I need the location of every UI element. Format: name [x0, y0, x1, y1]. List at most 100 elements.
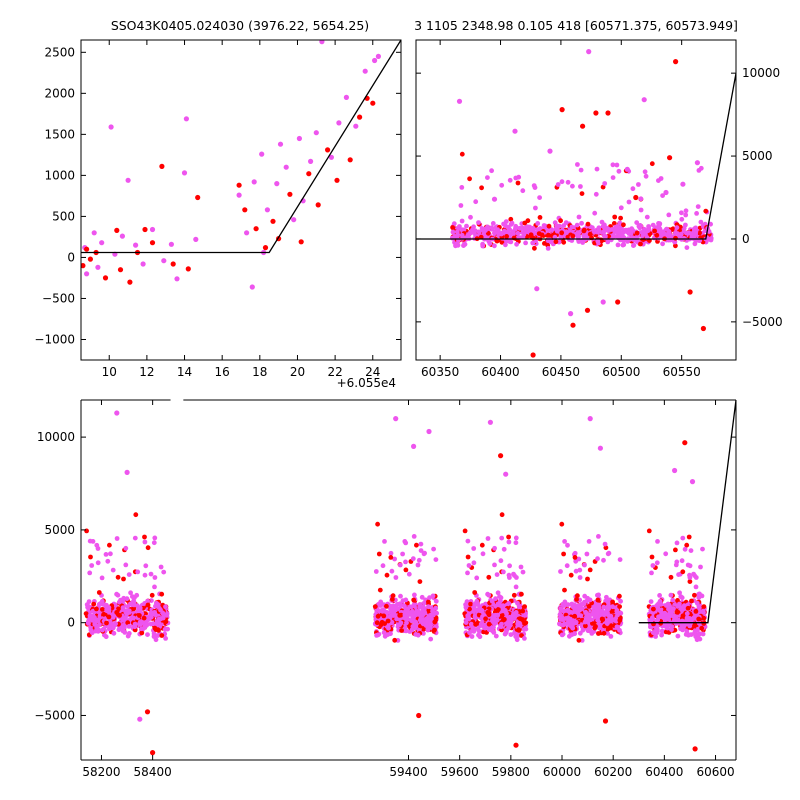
cloud-point: [510, 229, 516, 234]
cloud-point: [393, 575, 399, 580]
cloud-point: [578, 613, 584, 618]
cloud-point: [468, 214, 473, 220]
cloud-point: [86, 604, 92, 610]
cloud-point: [159, 591, 165, 597]
cloud-point: [653, 634, 658, 639]
data-point: [140, 261, 146, 267]
cloud-point: [422, 610, 427, 616]
cloud-point: [104, 607, 110, 613]
cloud-point: [578, 167, 584, 173]
cloud-point: [400, 551, 405, 557]
cloud-point: [668, 574, 674, 580]
x-tick-label: 60200: [594, 765, 632, 779]
data-point: [264, 207, 270, 213]
cloud-point: [454, 229, 460, 235]
cloud-point: [378, 622, 384, 628]
cloud-point: [152, 575, 158, 580]
cloud-point: [110, 615, 116, 620]
data-point: [308, 158, 314, 164]
cloud-point: [693, 575, 699, 580]
cloud-point: [644, 214, 650, 220]
cloud-point: [477, 634, 483, 640]
cloud-point: [88, 627, 94, 633]
cloud-point: [462, 528, 468, 534]
cloud-point: [562, 587, 567, 593]
cloud-point: [88, 554, 93, 560]
data-point: [689, 479, 696, 485]
cloud-point: [671, 614, 677, 619]
cloud-point: [595, 606, 601, 612]
cloud-point: [428, 612, 433, 618]
data-point: [168, 241, 174, 247]
data-point: [343, 94, 349, 100]
cloud-point: [650, 630, 656, 636]
cloud-point: [558, 606, 564, 612]
cloud-point: [116, 627, 122, 633]
data-point: [682, 440, 688, 446]
data-point: [170, 261, 176, 267]
data-point: [84, 246, 90, 252]
cloud-point: [601, 604, 607, 610]
cloud-point: [104, 620, 109, 626]
cloud-point: [126, 572, 132, 577]
data-point: [84, 271, 90, 277]
y-tick-label: 5000: [44, 523, 75, 537]
cloud-point: [94, 606, 99, 612]
data-point: [584, 307, 591, 313]
cloud-point: [418, 548, 424, 553]
cloud-point: [480, 551, 486, 557]
data-point: [185, 266, 191, 272]
cloud-point: [602, 541, 608, 547]
cloud-point: [700, 546, 705, 552]
cloud-point: [623, 227, 629, 233]
cloud-point: [131, 606, 137, 612]
x-tick-label: 60400: [481, 365, 519, 379]
cloud-point: [100, 627, 105, 633]
axes-frame: [415, 39, 737, 361]
cloud-point: [695, 204, 701, 210]
cloud-point: [683, 212, 689, 218]
x-tick-label: 59800: [492, 765, 530, 779]
cloud-point: [121, 595, 127, 601]
cloud-point: [649, 161, 655, 167]
cloud-point: [684, 630, 690, 635]
data-point: [393, 416, 399, 422]
cloud-point: [516, 604, 522, 609]
cloud-point: [490, 221, 496, 226]
cloud-point: [626, 199, 632, 205]
cloud-point: [514, 241, 519, 247]
cloud-point: [528, 232, 534, 238]
cloud-point: [565, 179, 571, 185]
cloud-point: [109, 621, 114, 627]
cloud-point: [684, 611, 690, 616]
cloud-point: [682, 621, 687, 627]
cloud-point: [646, 528, 652, 534]
cloud-point: [695, 633, 701, 638]
data-point: [142, 226, 148, 233]
cloud-point: [643, 173, 649, 179]
cloud-point: [117, 613, 122, 618]
cloud-point: [508, 216, 514, 222]
cloud-point: [389, 568, 395, 574]
y-tick-label: 1500: [44, 127, 75, 141]
cloud-point: [587, 567, 593, 573]
cloud-point: [472, 602, 478, 607]
x-tick-label: 60450: [542, 365, 580, 379]
cloud-point: [139, 630, 145, 636]
cloud-point: [499, 535, 505, 541]
cloud-point: [165, 626, 171, 632]
cloud-point: [596, 631, 601, 636]
y-tick-label: 500: [52, 209, 75, 223]
cloud-point: [701, 604, 707, 609]
series-1: [144, 440, 698, 756]
cloud-point: [143, 611, 149, 617]
cloud-point: [519, 591, 524, 597]
cloud-point: [586, 604, 592, 609]
cloud-point: [649, 554, 655, 560]
cloud-point: [152, 584, 157, 590]
data-point: [687, 289, 693, 295]
cloud-point: [673, 547, 678, 553]
cloud-point: [511, 592, 517, 598]
data-point: [195, 194, 201, 201]
x-tick-label: 60000: [543, 765, 581, 779]
